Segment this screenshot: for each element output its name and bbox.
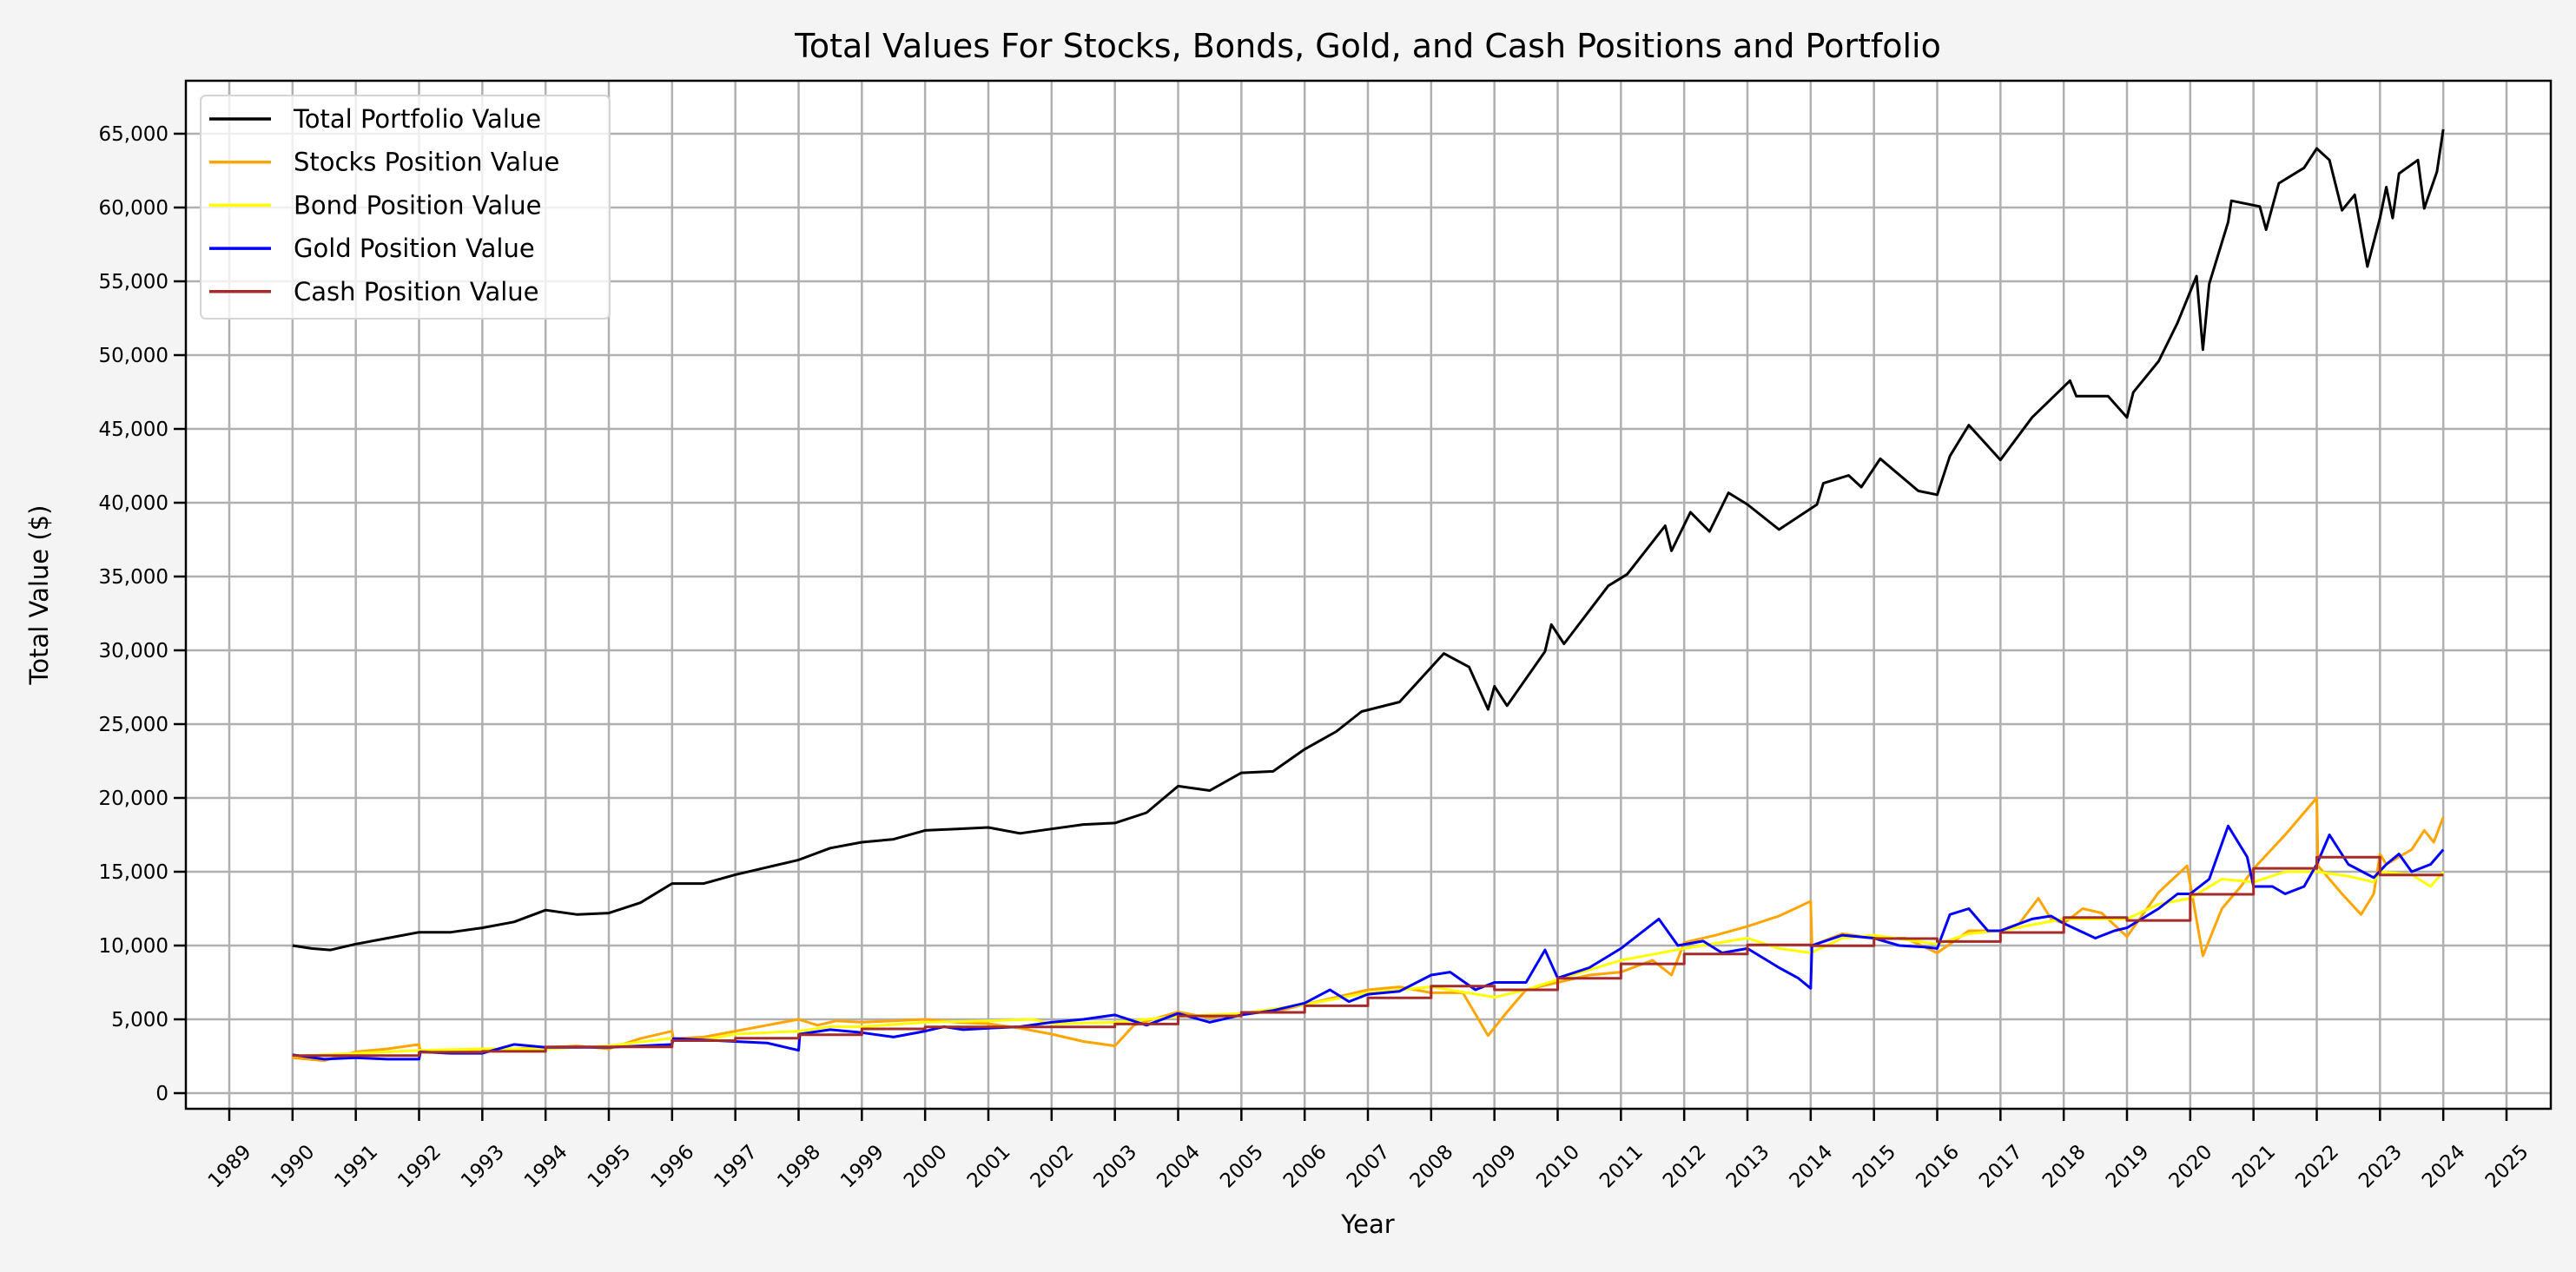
y-tick-label: 45,000 xyxy=(99,419,168,441)
y-tick-label: 20,000 xyxy=(99,788,168,810)
series-total-portfolio-value xyxy=(292,129,2445,952)
series-cash-position-value xyxy=(292,855,2444,1058)
chart-title: Total Values For Stocks, Bonds, Gold, an… xyxy=(794,27,1941,65)
y-tick-label: 55,000 xyxy=(99,271,168,293)
x-axis-label: Year xyxy=(1340,1209,1394,1239)
y-tick-label: 25,000 xyxy=(99,714,168,736)
y-tick-label: 40,000 xyxy=(99,492,168,515)
y-axis: 0 5,000 10,000 15,000 20,000 25,000 30,000 35,0… xyxy=(99,123,186,1105)
legend-label-total-portfolio-value: Total Portfolio Value xyxy=(293,104,541,134)
grid xyxy=(186,81,2551,1109)
legend: Total Portfolio Value Stocks Position Val… xyxy=(200,95,611,320)
y-tick-label: 5,000 xyxy=(111,1009,168,1031)
legend-label-bond-position-value: Bond Position Value xyxy=(294,190,541,220)
y-tick-label: 15,000 xyxy=(99,861,168,884)
y-tick-label: 0 xyxy=(155,1083,168,1105)
legend-label-gold-position-value: Gold Position Value xyxy=(294,234,535,263)
y-tick-label: 30,000 xyxy=(99,640,168,662)
y-axis-label: Total Value ($) xyxy=(24,505,54,686)
legend-box xyxy=(200,95,611,320)
y-tick-label: 10,000 xyxy=(99,935,168,958)
series-lines xyxy=(292,129,2445,1063)
legend-label-cash-position-value: Cash Position Value xyxy=(294,277,539,306)
y-tick-label: 65,000 xyxy=(99,123,168,146)
y-tick-label: 60,000 xyxy=(99,197,168,220)
legend-label-stocks-position-value: Stocks Position Value xyxy=(294,148,559,177)
y-tick-label: 35,000 xyxy=(99,566,168,589)
y-tick-label: 50,000 xyxy=(99,345,168,367)
